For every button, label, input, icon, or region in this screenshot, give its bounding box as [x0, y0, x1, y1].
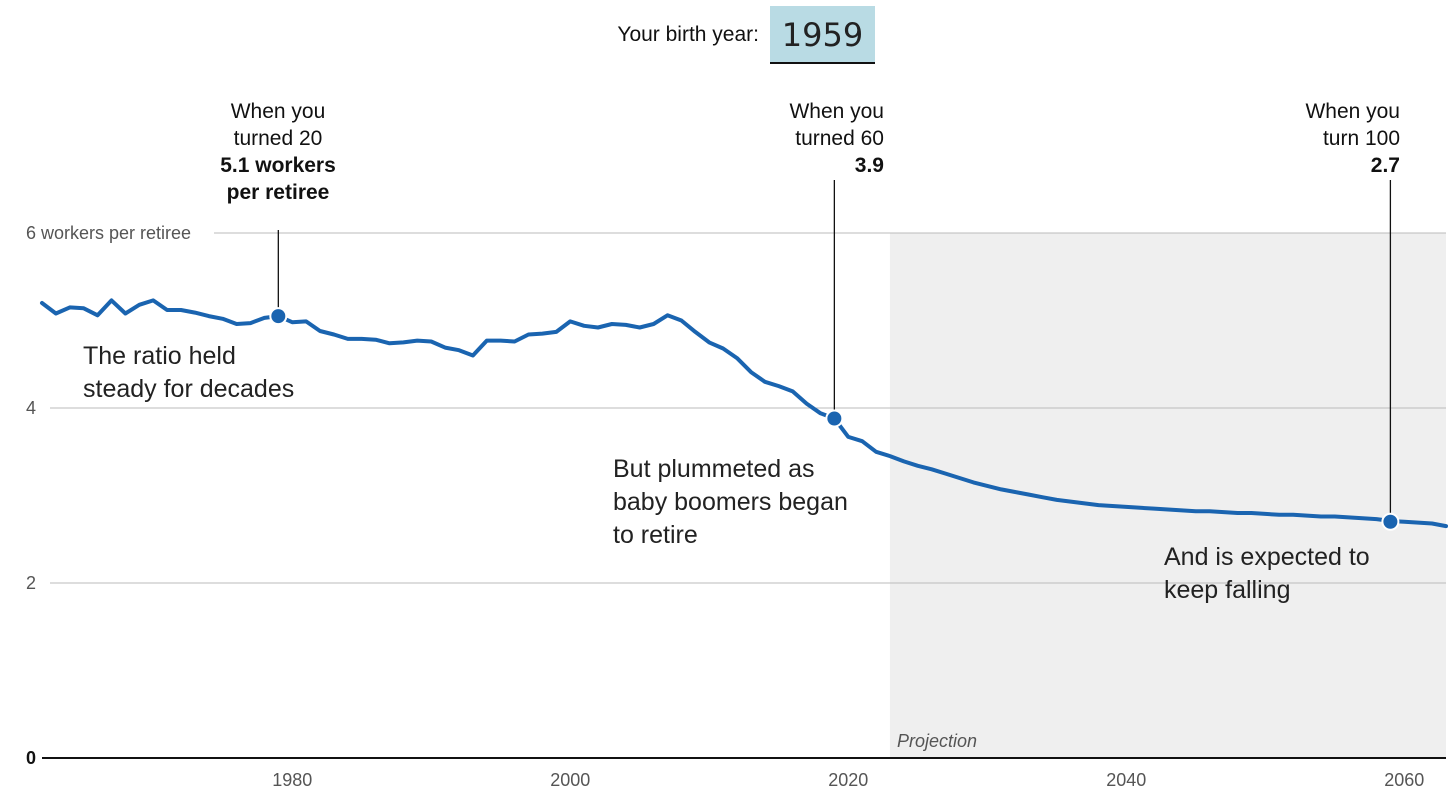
- story-note-falling-line1: And is expected to: [1164, 543, 1370, 571]
- story-note-steady: The ratio held steady for decades: [83, 340, 294, 406]
- story-note-plummet-line1: But plummeted as: [613, 455, 815, 483]
- birth-year-label: Your birth year:: [617, 23, 759, 46]
- annotation-leaders: [277, 180, 1392, 522]
- y-tick-label: 4: [26, 398, 36, 418]
- annotation-age-100-line2: turn 100: [1322, 127, 1400, 150]
- birth-year-row: Your birth year: 1959: [0, 6, 1451, 66]
- y-tick-label: 6 workers per retiree: [26, 223, 191, 243]
- highlight-point: [1381, 512, 1400, 531]
- story-note-falling-line2: keep falling: [1164, 576, 1291, 604]
- gridlines: 0 2 4 6 workers per retiree: [26, 223, 1446, 768]
- story-note-steady-line2: steady for decades: [83, 375, 295, 403]
- story-note-plummet: But plummeted as baby boomers began to r…: [613, 453, 848, 552]
- highlight-points: [269, 307, 1400, 531]
- annotation-age-60-line2: turned 60: [795, 127, 884, 150]
- annotation-age-20: When you turned 20 5.1 workers per retir…: [198, 98, 358, 206]
- annotation-age-60-line1: When you: [789, 100, 884, 123]
- x-tick-label: 2040: [1106, 770, 1146, 790]
- projection-label: Projection: [897, 731, 977, 751]
- story-note-falling: And is expected to keep falling: [1164, 541, 1370, 607]
- annotation-age-100: When you turn 100 2.7: [1260, 98, 1400, 179]
- highlight-point: [269, 307, 288, 326]
- x-tick-label: 1980: [272, 770, 312, 790]
- annotation-age-100-line1: When you: [1305, 100, 1400, 123]
- annotation-age-60-value: 3.9: [854, 154, 884, 177]
- story-note-plummet-line2: baby boomers began: [613, 488, 848, 516]
- story-note-plummet-line3: to retire: [613, 521, 698, 549]
- annotation-age-20-value1: 5.1 workers: [220, 154, 336, 177]
- x-axis: 1980 2000 2020 2040 2060: [272, 770, 1424, 790]
- y-tick-label: 2: [26, 573, 36, 593]
- story-note-steady-line1: The ratio held: [83, 342, 236, 370]
- x-tick-label: 2020: [828, 770, 868, 790]
- annotation-age-100-value: 2.7: [1370, 154, 1400, 177]
- annotation-age-60: When you turned 60 3.9: [744, 98, 884, 179]
- annotation-age-20-line1: When you: [230, 100, 326, 123]
- y-tick-label: 0: [26, 748, 36, 768]
- birth-year-input[interactable]: 1959: [770, 6, 875, 64]
- x-tick-label: 2060: [1384, 770, 1424, 790]
- annotation-age-20-line2: turned 20: [233, 127, 323, 150]
- x-tick-label: 2000: [550, 770, 590, 790]
- annotation-age-20-value2: per retiree: [226, 181, 330, 204]
- highlight-point: [825, 409, 844, 428]
- projection-region: [889, 233, 1446, 758]
